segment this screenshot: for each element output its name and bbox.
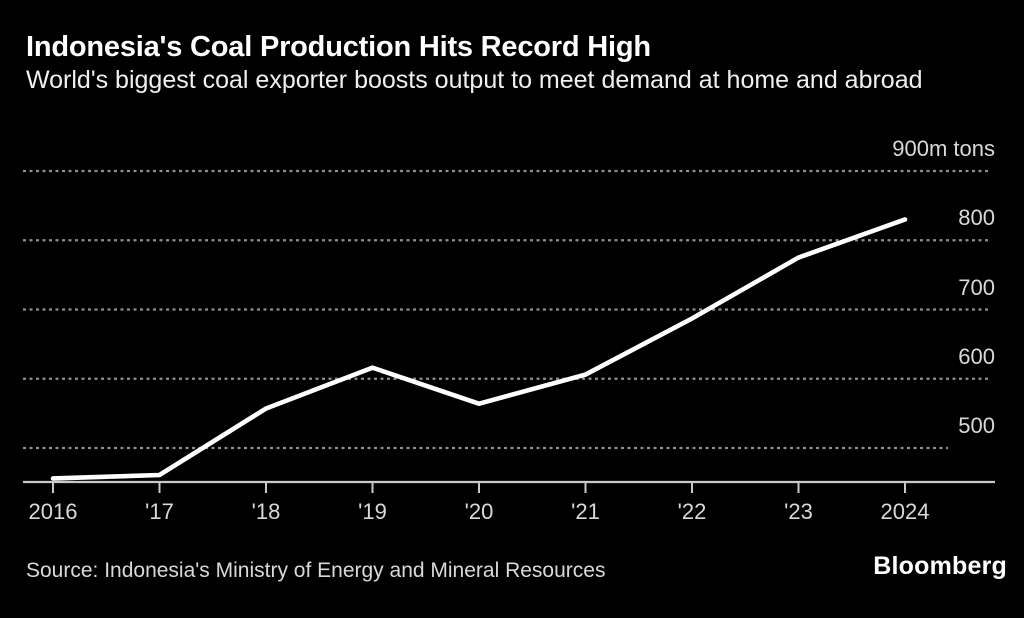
x-axis-label: '18: [251, 499, 281, 524]
x-axis-label: '19: [358, 499, 387, 524]
y-axis-label: 700: [958, 274, 995, 300]
x-axis-label: '21: [571, 499, 600, 524]
y-axis-label: 900m tons: [892, 136, 995, 161]
bloomberg-logo: Bloomberg: [873, 552, 1007, 580]
y-axis-label: 500: [958, 413, 995, 438]
production-line: [50, 217, 908, 481]
x-axis-label: 2016: [28, 499, 78, 524]
x-axis-label: '20: [464, 499, 494, 524]
x-axis-label: '22: [677, 499, 707, 524]
x-axis-label: '23: [784, 499, 813, 524]
x-axis-label: '17: [145, 499, 174, 524]
chart-subtitle: World's biggest coal exporter boosts out…: [26, 66, 923, 94]
chart-title: Indonesia's Coal Production Hits Record …: [26, 31, 651, 63]
x-axis-label: 2024: [880, 499, 930, 524]
y-axis-label: 600: [958, 343, 995, 369]
source-credit: Source: Indonesia's Ministry of Energy a…: [26, 559, 606, 582]
y-axis-label: 800: [958, 205, 995, 231]
